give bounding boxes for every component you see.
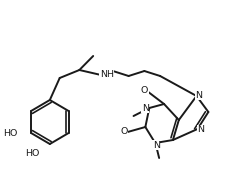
Text: O: O	[140, 86, 147, 95]
Text: O: O	[119, 127, 127, 137]
Text: HO: HO	[3, 129, 17, 137]
Text: N: N	[141, 103, 148, 112]
Text: N: N	[196, 125, 203, 134]
Text: NH: NH	[100, 69, 113, 79]
Text: HO: HO	[25, 149, 40, 158]
Text: N: N	[194, 91, 201, 100]
Text: N: N	[152, 141, 159, 149]
